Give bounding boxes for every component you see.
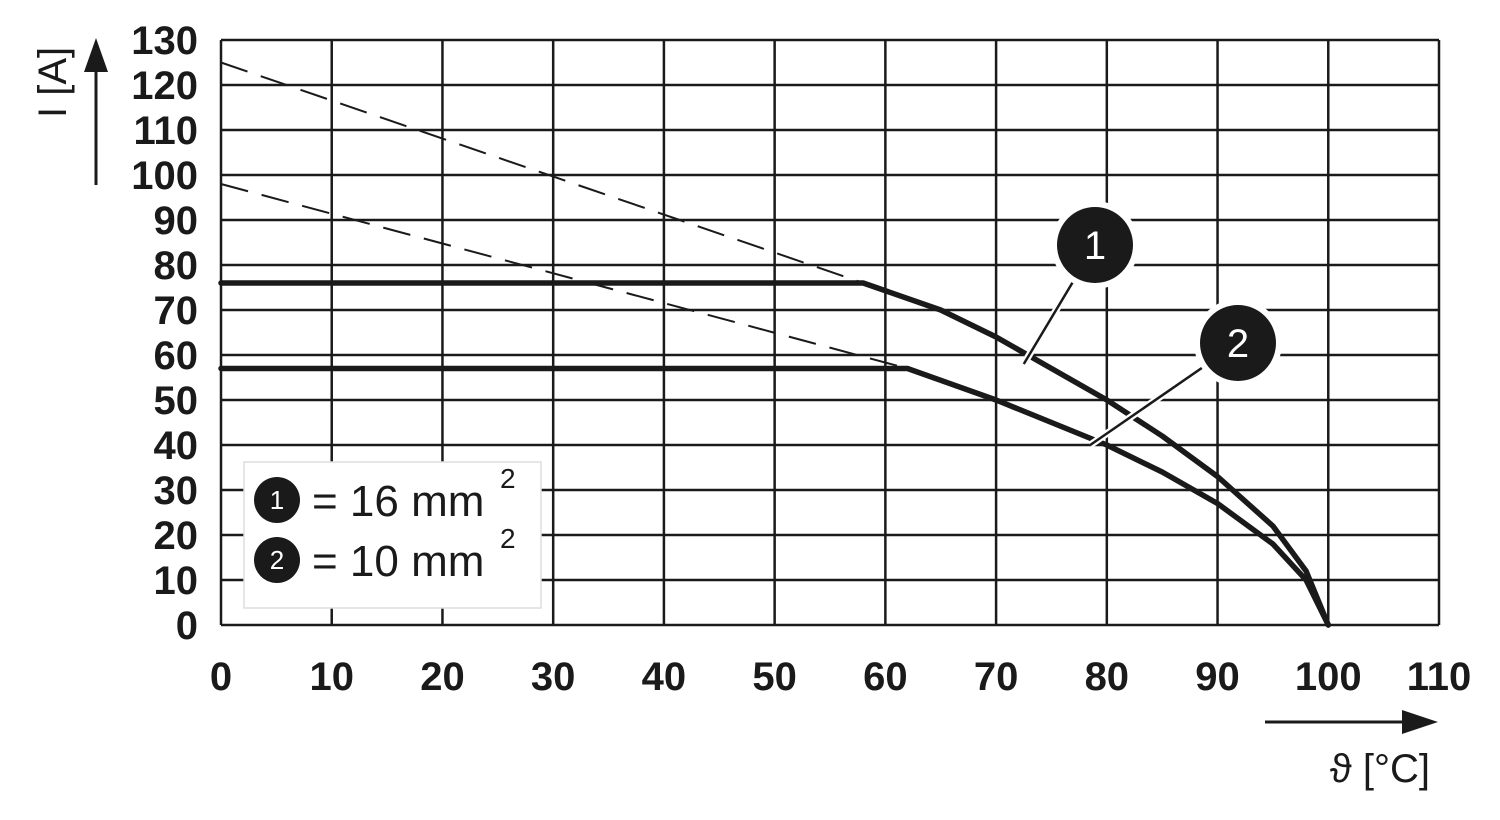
x-tick-label: 70	[974, 655, 1019, 699]
chart-grid	[219, 38, 1441, 627]
y-tick-label: 90	[154, 199, 199, 243]
legend-entry-text: = 16 mm	[312, 477, 484, 526]
legend: 1 = 16 mm 2 2 = 10 mm 2	[243, 461, 542, 609]
x-tick-label: 60	[863, 655, 908, 699]
dashed-extension-1	[220, 61, 864, 284]
x-tick-labels: 0 10 20 30 40 50 60 70 80 90 100 110	[210, 655, 1471, 699]
x-tick-label: 10	[309, 655, 354, 699]
callout-badge-2	[1200, 305, 1276, 381]
y-tick-label: 70	[154, 289, 199, 333]
y-tick-label: 40	[154, 424, 199, 468]
y-axis-label: I [A]	[31, 47, 75, 118]
legend-entry-superscript: 2	[500, 523, 516, 554]
y-tick-label: 120	[131, 64, 198, 108]
x-tick-label: 80	[1085, 655, 1130, 699]
legend-marker-label: 2	[270, 545, 284, 575]
x-tick-label: 20	[420, 655, 465, 699]
x-axis-label: ϑ [°C]	[1330, 747, 1430, 791]
callout-badge-label: 1	[1084, 224, 1106, 268]
x-tick-label: 0	[210, 655, 232, 699]
series-lines	[218, 280, 1332, 628]
series-line-1	[218, 280, 1332, 628]
y-tick-label: 10	[154, 559, 199, 603]
y-tick-label: 0	[176, 604, 198, 648]
y-tick-label: 130	[131, 19, 198, 63]
legend-marker-label: 1	[270, 485, 284, 515]
x-tick-label: 100	[1295, 655, 1362, 699]
y-tick-label: 50	[154, 379, 199, 423]
y-tick-label: 100	[131, 154, 198, 198]
y-tick-label: 30	[154, 469, 199, 513]
legend-marker-1	[254, 477, 300, 523]
dashed-extension-2	[220, 183, 908, 370]
y-tick-label: 20	[154, 514, 199, 558]
callout-markers: 12	[1051, 201, 1282, 387]
legend-entry-superscript: 2	[500, 463, 516, 494]
x-tick-label: 90	[1195, 655, 1240, 699]
series-line-2	[218, 365, 1332, 628]
y-tick-label: 60	[154, 334, 199, 378]
x-tick-label: 40	[642, 655, 687, 699]
y-tick-label: 80	[154, 244, 199, 288]
legend-marker-2	[254, 537, 300, 583]
x-tick-label: 110	[1407, 655, 1472, 699]
x-tick-label: 30	[531, 655, 576, 699]
x-axis-arrow	[1265, 710, 1438, 734]
y-tick-label: 110	[133, 109, 198, 153]
callout-badge-1	[1057, 207, 1133, 283]
callout-badge-label: 2	[1227, 322, 1249, 366]
y-axis-arrow	[84, 38, 108, 185]
x-tick-label: 50	[752, 655, 797, 699]
legend-entry-text: = 10 mm	[312, 537, 484, 586]
dashed-extensions	[220, 61, 908, 370]
